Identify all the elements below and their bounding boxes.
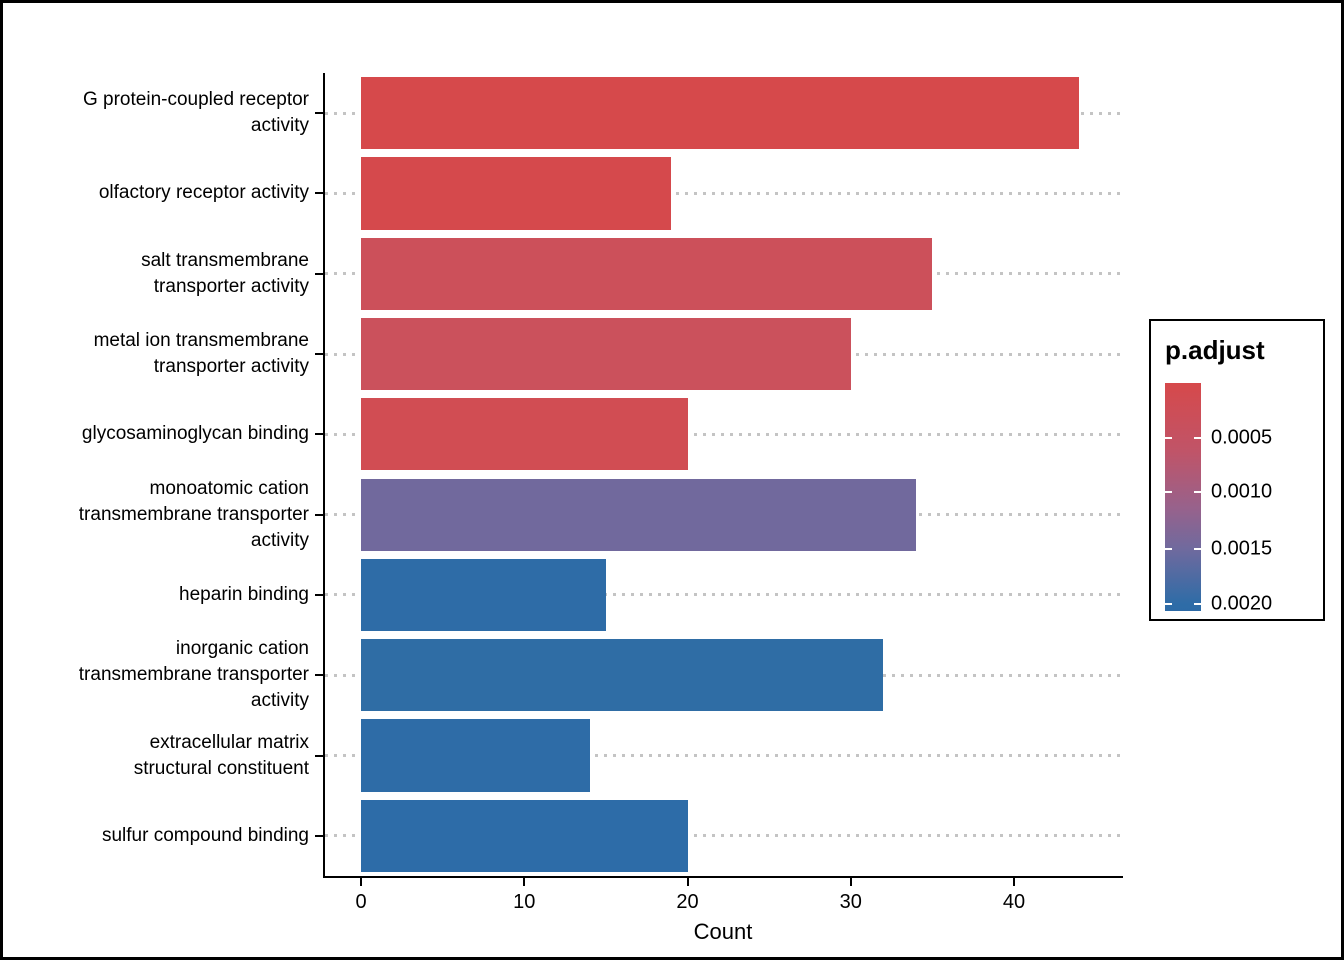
y-axis-label: glycosaminoglycan binding <box>3 421 309 447</box>
y-axis-label: monoatomic cation transmembrane transport… <box>3 476 309 554</box>
y-axis-label-line: sulfur compound binding <box>101 824 309 846</box>
legend-tick-area: 0.0005 0.0010 0.0015 0.0020 <box>1211 383 1321 614</box>
legend-box: p.adjust 0.0005 0.0010 0.0015 0.0020 <box>1149 319 1325 621</box>
y-axis-label-line: olfactory receptor activity <box>98 182 309 204</box>
y-axis-label: inorganic cation transmembrane transporte… <box>3 636 309 714</box>
bar <box>361 639 884 712</box>
x-axis-title: Count <box>693 919 753 944</box>
gridline <box>325 432 1123 436</box>
y-axis-label-line: metal ion transmembrane <box>93 330 309 352</box>
legend-title: p.adjust <box>1165 335 1265 365</box>
bar <box>361 77 1080 150</box>
y-axis-label-line: salt transmembrane <box>141 249 309 271</box>
x-tick-label: 30 <box>839 891 862 913</box>
y-axis-label-line: glycosaminoglycan binding <box>81 423 309 445</box>
y-axis-label-line: transmembrane transporter <box>78 503 309 525</box>
y-tick-mark <box>315 192 323 195</box>
legend-colorbar-tick <box>1194 603 1201 606</box>
gridline <box>325 191 1123 195</box>
legend-colorbar-tick <box>1194 548 1201 551</box>
y-axis-labels: G protein-coupled receptor activity olfact… <box>3 73 309 878</box>
y-axis-label-line: activity <box>250 529 309 551</box>
legend-colorbar-tick <box>1194 491 1201 494</box>
x-tick-label: 10 <box>513 891 536 913</box>
y-tick-mark <box>315 272 323 275</box>
x-tick-label: 20 <box>676 891 699 913</box>
y-axis-label-line: monoatomic cation <box>149 477 309 499</box>
legend-tick-label: 0.0010 <box>1211 480 1273 503</box>
y-tick-mark <box>315 674 323 677</box>
y-axis-label: extracellular matrix structural constitue… <box>3 730 309 782</box>
bar <box>361 799 688 872</box>
y-axis-label-line: structural constituent <box>133 757 309 779</box>
y-axis-label-line: activity <box>250 115 309 137</box>
bar <box>361 398 688 471</box>
x-tick-label: 0 <box>355 891 367 913</box>
y-axis-label: salt transmembrane transporter activity <box>3 248 309 300</box>
legend-colorbar-tick <box>1165 491 1172 494</box>
bar <box>361 558 606 632</box>
bar <box>361 157 672 230</box>
y-axis-label-line: extracellular matrix <box>149 731 309 753</box>
x-tick-label: 40 <box>1002 891 1026 913</box>
y-tick-mark <box>315 513 323 516</box>
x-tick-mark <box>1013 878 1015 886</box>
y-tick-mark <box>315 353 323 356</box>
bar <box>361 317 851 391</box>
legend-colorbar-tick <box>1194 436 1201 439</box>
gridline <box>325 754 1123 758</box>
x-axis-ticks: 0 10 20 30 40 <box>325 878 1123 924</box>
bar <box>361 478 917 551</box>
legend-colorbar-tick <box>1165 436 1172 439</box>
y-axis-label: heparin binding <box>3 582 309 608</box>
y-axis-label-line: activity <box>250 690 309 712</box>
bar <box>361 237 933 310</box>
y-axis-label: metal ion transmembrane transporter activ… <box>3 328 309 380</box>
x-tick-mark <box>686 878 689 886</box>
y-axis-label-line: transmembrane transporter <box>78 664 309 686</box>
y-axis-label: olfactory receptor activity <box>3 180 309 206</box>
x-tick-mark <box>523 878 526 886</box>
y-tick-mark <box>315 754 323 757</box>
x-tick-mark <box>849 878 852 886</box>
bar <box>361 719 590 792</box>
y-axis-label-line: inorganic cation <box>175 638 309 660</box>
legend-tick-label: 0.0020 <box>1211 592 1273 615</box>
y-axis-label-line: G protein-coupled receptor <box>82 89 309 111</box>
legend-colorbar-tick <box>1165 603 1172 606</box>
legend-tick-label: 0.0005 <box>1211 426 1273 449</box>
legend-colorbar <box>1165 383 1201 611</box>
plot-panel <box>323 73 1123 878</box>
plot-rows <box>325 73 1123 876</box>
gridline <box>325 593 1123 597</box>
x-tick-mark <box>360 878 362 886</box>
y-tick-mark <box>315 433 323 436</box>
y-axis-label: sulfur compound binding <box>3 823 309 849</box>
y-axis-ticks <box>315 73 323 878</box>
y-axis-label-line: heparin binding <box>179 583 309 605</box>
legend-tick-label: 0.0015 <box>1211 537 1273 560</box>
legend-colorbar-tick <box>1165 548 1172 551</box>
gridline <box>325 834 1123 838</box>
y-tick-mark <box>315 834 323 837</box>
y-axis-label: G protein-coupled receptor activity <box>3 87 309 139</box>
y-tick-mark <box>315 593 323 596</box>
y-axis-label-line: transporter activity <box>153 356 309 378</box>
y-axis-label-line: transporter activity <box>153 275 309 297</box>
y-tick-mark <box>315 112 323 115</box>
